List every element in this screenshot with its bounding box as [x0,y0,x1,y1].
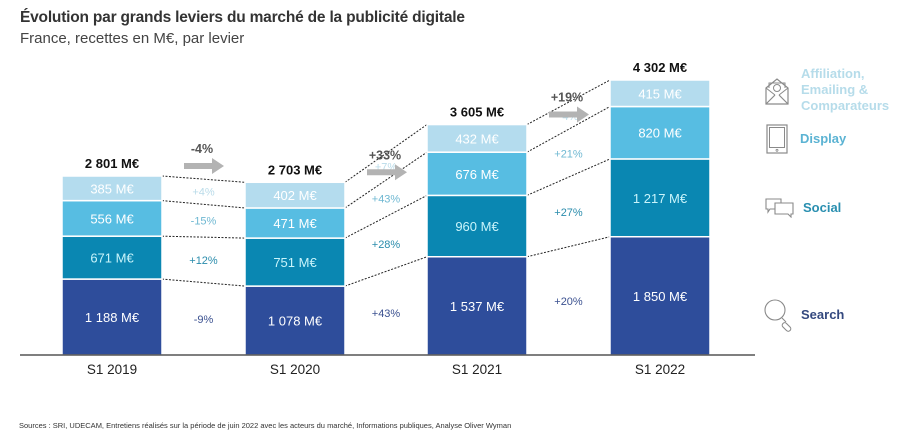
connector-line [161,278,246,287]
bar-value-label: 751 M€ [273,255,317,270]
bar-segment-search [426,255,528,356]
legend-item-display: Display [766,124,846,154]
connector-line [161,235,246,239]
bar-value-label: 960 M€ [455,219,499,234]
bar-segment-search [61,278,163,356]
chart-subtitle: France, recettes en M€, par levier [20,30,245,47]
bar-value-label: 415 M€ [638,86,682,101]
legend-label-line: Comparateurs [801,98,890,113]
growth-label: -9% [194,314,214,326]
arrow-right-icon [184,158,224,175]
source-note: Sources : SRI, UDECAM, Entretiens réalis… [19,421,512,430]
email-envelope-icon [765,78,789,105]
arrow-right-icon [367,164,407,181]
growth-label: +4% [192,187,215,199]
growth-label: +27% [554,207,583,219]
bar-value-label: 1 188 M€ [85,310,140,325]
bar-value-label: 1 217 M€ [633,191,688,206]
connector-line [344,124,428,183]
bar-segment-social [426,194,528,258]
x-tick-label: S1 2019 [87,362,137,377]
bar-segment-social [61,235,163,280]
growth-label: +12% [189,255,218,267]
bar-value-label: 671 M€ [90,251,134,266]
connector-line [526,106,611,153]
bar-value-label: 1 850 M€ [633,289,688,304]
bar-total-label: 4 302 M€ [633,60,687,75]
bar-segment-social [244,237,346,287]
bar-segment-social [609,158,711,238]
arrow-right-icon [549,106,589,123]
bar-value-label: 1 078 M€ [268,314,323,329]
bar-segment-affiliation [244,181,346,209]
connector-line [526,236,611,258]
connector-line [161,175,246,183]
bar-value-label: 676 M€ [455,167,499,182]
bar-segment-affiliation [61,175,163,202]
bar-value-label: 402 M€ [273,188,317,203]
chart-title: Évolution par grands leviers du marché d… [20,9,465,26]
connector-line [161,200,246,209]
bar-segment-affiliation [609,79,711,108]
x-tick-label: S1 2020 [270,362,320,377]
legend-item-search: Search [763,298,844,332]
connector-line [344,151,428,209]
legend-label-display: Display [800,131,847,146]
bar-segment-search [244,285,346,356]
bar-total-label: 2 801 M€ [85,156,139,171]
legend-item-social: Social [765,198,841,218]
total-growth-label: +33% [369,148,401,162]
total-growth-label: +19% [551,91,583,105]
bar-value-label: 820 M€ [638,126,682,141]
legend-label-line: Affiliation, [801,66,865,81]
x-tick-label: S1 2021 [452,362,502,377]
tablet-icon [766,124,788,154]
bar-value-label: 432 M€ [455,131,499,146]
bar-segment-display [609,105,711,160]
growth-label: -15% [191,216,217,228]
total-growth-label: -4% [191,142,213,156]
bar-value-label: 385 M€ [90,181,134,196]
legend-label-line: Emailing & [801,82,869,97]
bar-value-label: 556 M€ [90,211,134,226]
connector-line [344,194,428,239]
legend-item-affiliation: Affiliation, Emailing & Comparateurs [764,66,889,114]
x-tick-label: S1 2022 [635,362,685,377]
bar-value-label: 1 537 M€ [450,299,505,314]
magnifier-icon [764,299,792,332]
bar-total-label: 3 605 M€ [450,105,504,120]
connector-line [526,158,611,196]
bar-segment-display [426,151,528,197]
legend-label-search: Search [801,307,845,322]
growth-label: +28% [372,239,401,251]
growth-label: +43% [372,308,401,320]
growth-label: +43% [372,193,401,205]
chat-bubbles-icon [765,198,794,218]
legend-label-social: Social [803,200,842,215]
bar-value-label: 471 M€ [273,216,317,231]
bar-total-label: 2 703 M€ [268,162,322,177]
connector-line [344,256,428,287]
bar-segment-affiliation [426,123,528,153]
connector-line [526,79,611,125]
growth-label: +21% [554,148,583,160]
growth-label: +20% [554,296,583,308]
